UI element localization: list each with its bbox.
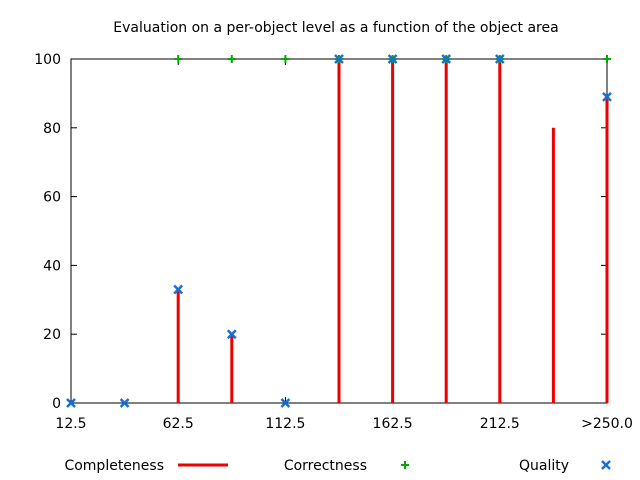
marker-stroke <box>441 54 452 64</box>
correctness-point <box>227 55 236 63</box>
marker-stroke <box>602 91 612 102</box>
legend-swatch-correctness <box>401 461 409 469</box>
marker-stroke <box>280 398 291 408</box>
marker-stroke <box>601 460 611 470</box>
marker-stroke <box>387 54 398 64</box>
completeness-bars <box>176 59 609 403</box>
x-tick-label: >250.0 <box>581 416 633 432</box>
legend-swatch-quality <box>601 460 611 470</box>
marker-stroke <box>334 54 344 64</box>
y-tick-label: 40 <box>43 258 61 274</box>
marker-stroke <box>173 284 184 295</box>
quality-point <box>119 398 130 408</box>
quality-point <box>334 54 344 64</box>
quality-point <box>226 329 237 340</box>
data-points <box>66 54 612 408</box>
quality-point <box>280 398 291 408</box>
quality-point <box>66 398 76 408</box>
x-tick-label: 12.5 <box>55 416 86 432</box>
quality-point <box>602 91 612 102</box>
quality-point <box>173 284 184 295</box>
correctness-point <box>281 55 290 63</box>
legend-label-quality: Quality <box>519 458 569 474</box>
quality-point <box>441 54 452 64</box>
axis-ticks: 0 20 40 60 80 100 12.5 62.5 112.5 162.5 212.5 >250.… <box>34 52 633 432</box>
legend-label-completeness: Completeness <box>64 458 164 474</box>
x-tick-label: 62.5 <box>163 416 194 432</box>
x-tick-label: 212.5 <box>480 416 520 432</box>
quality-point <box>494 54 505 64</box>
correctness-point <box>603 55 611 63</box>
marker-stroke <box>226 329 237 340</box>
y-tick-label: 100 <box>34 52 61 68</box>
legend-label-correctness: Correctness <box>284 458 367 474</box>
legend: Completeness Correctness Quality <box>64 458 611 474</box>
y-tick-label: 80 <box>43 121 61 137</box>
marker-stroke <box>119 398 130 408</box>
quality-point <box>387 54 398 64</box>
y-tick-label: 0 <box>52 396 61 412</box>
marker-stroke <box>66 398 76 408</box>
correctness-point <box>174 55 183 63</box>
marker-stroke <box>494 54 505 64</box>
x-tick-label: 162.5 <box>373 416 413 432</box>
y-tick-label: 60 <box>43 190 61 206</box>
x-tick-label: 112.5 <box>265 416 305 432</box>
chart-title: Evaluation on a per-object level as a fu… <box>113 20 558 36</box>
y-tick-label: 20 <box>43 327 61 343</box>
